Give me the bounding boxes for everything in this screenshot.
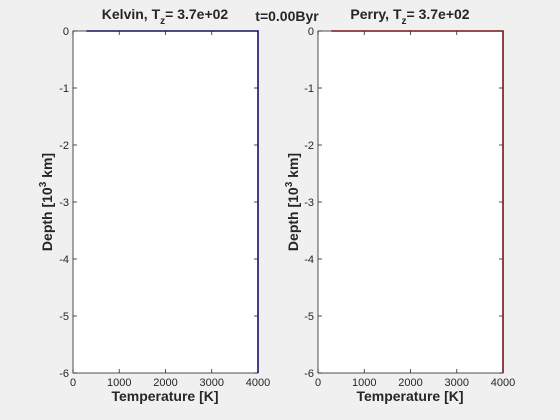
x-tick-label: 2000: [153, 377, 177, 389]
chart-perry: Perry, Tz= 3.7e+02 0 1000 2000 3000 4000 0 -1…: [284, 6, 515, 404]
chart-title: Kelvin, Tz= 3.7e+02: [102, 6, 229, 27]
y-tick-label: -2: [304, 140, 314, 152]
x-ticks: 0 1000 2000 3000 4000: [315, 31, 515, 389]
y-tick-label: 0: [63, 26, 69, 38]
x-tick-label: 3000: [445, 377, 469, 389]
y-tick-label: -6: [59, 368, 69, 380]
axes-box: [72, 30, 259, 374]
y-axis-label: Depth [103 km]: [284, 153, 301, 251]
figure-time-label: t=0.00Byr: [255, 8, 319, 24]
y-tick-label: -3: [304, 197, 314, 209]
x-tick-label: 0: [70, 377, 76, 389]
y-tick-label: -4: [59, 254, 69, 266]
plot-area: [318, 31, 503, 373]
x-ticks: 0 1000 2000 3000 4000: [70, 31, 270, 389]
y-tick-label: -2: [59, 140, 69, 152]
x-tick-label: 3000: [200, 377, 224, 389]
y-tick-label: 0: [308, 26, 314, 38]
x-tick-label: 4000: [491, 377, 515, 389]
x-tick-label: 2000: [398, 377, 422, 389]
y-tick-label: -4: [304, 254, 314, 266]
plot-area: [73, 31, 258, 373]
y-axis-label: Depth [103 km]: [38, 153, 55, 251]
chart-kelvin: Kelvin, Tz= 3.7e+02 0 1000 2000 3000 4000 0-…: [38, 6, 270, 404]
x-tick-label: 1000: [107, 377, 131, 389]
x-tick-label: 0: [315, 377, 321, 389]
x-axis-label: Temperature [K]: [356, 388, 463, 404]
chart-title: Perry, Tz= 3.7e+02: [350, 6, 469, 27]
y-tick-label: -5: [304, 311, 314, 323]
y-tick-label: -5: [59, 311, 69, 323]
axes-box: [317, 30, 504, 374]
y-tick-label: -1: [304, 83, 314, 95]
y-tick-label: -6: [304, 368, 314, 380]
x-axis-label: Temperature [K]: [111, 388, 218, 404]
x-tick-label: 4000: [246, 377, 270, 389]
y-tick-label: -3: [59, 197, 69, 209]
x-tick-label: 1000: [352, 377, 376, 389]
y-tick-label: -1: [59, 83, 69, 95]
